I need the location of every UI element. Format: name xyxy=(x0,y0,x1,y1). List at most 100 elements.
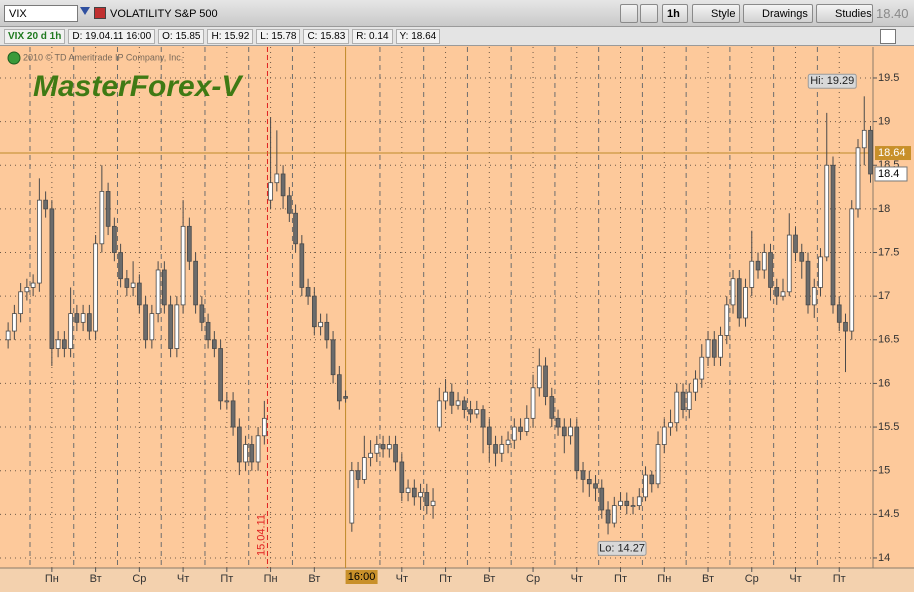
candle-body xyxy=(611,505,617,524)
toolbar: VIX VOLATILITY S&P 500 1h Style Drawings… xyxy=(0,0,914,27)
candle-body xyxy=(212,339,217,349)
candle-body xyxy=(474,409,480,415)
candle-body xyxy=(12,313,17,332)
candle-body xyxy=(180,225,186,306)
x-tick-label: Ср xyxy=(526,573,540,585)
candle-body xyxy=(461,400,467,411)
info-cell: R: 0.14 xyxy=(352,28,393,44)
candle-body xyxy=(193,260,198,306)
info-cell: O: 15.85 xyxy=(158,28,205,44)
candle-body xyxy=(743,287,748,319)
candle-body xyxy=(293,212,298,245)
candle-body xyxy=(324,321,330,341)
info-cell: D: 19.04.11 16:00 xyxy=(68,28,156,44)
candle-body xyxy=(449,391,455,406)
candle-body xyxy=(93,243,98,332)
candle-body xyxy=(868,129,873,175)
candle-body xyxy=(824,164,830,258)
candle-body xyxy=(661,426,667,445)
candle-body xyxy=(130,282,136,288)
candle-body xyxy=(724,304,730,336)
candle-body xyxy=(18,291,23,315)
candle-body xyxy=(399,461,405,493)
candle-body xyxy=(618,500,623,507)
candle-body xyxy=(505,439,511,445)
symbol-description: VOLATILITY S&P 500 xyxy=(110,8,218,20)
x-tick-label: Ср xyxy=(745,573,759,585)
candle-body xyxy=(349,470,355,524)
y-tick-label: 14 xyxy=(878,552,890,564)
candle-body xyxy=(680,391,686,411)
candle-body xyxy=(861,129,867,149)
candle-body xyxy=(318,321,323,328)
candle-body xyxy=(74,313,80,323)
info-cell: C: 15.83 xyxy=(303,28,350,44)
candle-body xyxy=(112,225,117,253)
candle-body xyxy=(655,444,661,485)
session-marker-label: 15.04.11 xyxy=(255,514,267,556)
candle-body xyxy=(599,487,605,511)
extreme-label-box xyxy=(807,73,857,89)
candle-body xyxy=(380,444,386,450)
x-tick-label: Чт xyxy=(177,573,189,585)
candle-body xyxy=(374,444,380,454)
style-button[interactable]: Style xyxy=(692,4,740,23)
y-tick-label: 19.5 xyxy=(878,72,899,84)
candle-body xyxy=(543,365,548,397)
info-icon xyxy=(7,51,21,65)
candle-body xyxy=(218,348,223,402)
candle-body xyxy=(280,173,286,197)
x-tick-label: Пн xyxy=(657,573,671,585)
tool-button[interactable] xyxy=(640,4,658,23)
candle-body xyxy=(343,396,348,399)
time-axis-background xyxy=(0,568,914,592)
tool-button[interactable] xyxy=(620,4,638,23)
candle-body xyxy=(361,457,367,480)
y-tick-label: 17.5 xyxy=(878,246,899,258)
symbol-dropdown[interactable] xyxy=(80,7,90,15)
symbol-input[interactable]: VIX xyxy=(4,5,78,22)
y-tick-label: 17 xyxy=(878,290,890,302)
chart-settings-icon[interactable] xyxy=(880,29,896,44)
candle-body xyxy=(774,287,780,297)
info-bar: VIX 20 d 1h D: 19.04.11 16:00 O: 15.85 H… xyxy=(0,27,914,46)
watermark: MasterForex-V xyxy=(33,70,244,103)
candle-body xyxy=(649,474,655,485)
drawings-button[interactable]: Drawings xyxy=(743,4,813,23)
candle-body xyxy=(237,426,242,463)
candle-body xyxy=(355,470,361,480)
candle-body xyxy=(224,400,230,403)
candle-body xyxy=(818,256,823,288)
candle-body xyxy=(643,474,648,498)
candle-body xyxy=(68,313,73,349)
candle-body xyxy=(205,321,211,341)
extreme-label: Hi: 19.29 xyxy=(810,75,854,87)
candle-body xyxy=(168,304,173,349)
candle-body xyxy=(493,444,498,454)
last-price: 18.40 xyxy=(876,6,909,21)
cursor-price-box xyxy=(875,146,911,161)
candle-body xyxy=(486,426,492,445)
candle-body xyxy=(424,492,430,507)
candle-body xyxy=(780,291,786,297)
x-tick-label: Чт xyxy=(396,573,408,585)
candle-body xyxy=(811,287,817,306)
candle-body xyxy=(105,191,111,227)
timeframe-button[interactable]: 1h xyxy=(662,4,688,23)
candle-body xyxy=(336,374,342,402)
candle-body xyxy=(124,278,130,288)
last-price-label: 18.4 xyxy=(878,168,899,180)
x-tick-label: Вт xyxy=(90,573,102,585)
y-tick-label: 15 xyxy=(878,465,890,477)
candle-body xyxy=(405,487,411,493)
candle-body xyxy=(330,339,336,376)
candle-body xyxy=(55,339,61,349)
candle-body xyxy=(480,409,486,428)
studies-button[interactable]: Studies xyxy=(816,4,873,23)
candle-body xyxy=(393,444,398,463)
y-tick-label: 14.5 xyxy=(878,508,899,520)
candle-body xyxy=(624,500,630,507)
candle-body xyxy=(536,365,542,389)
candle-body xyxy=(768,252,773,288)
